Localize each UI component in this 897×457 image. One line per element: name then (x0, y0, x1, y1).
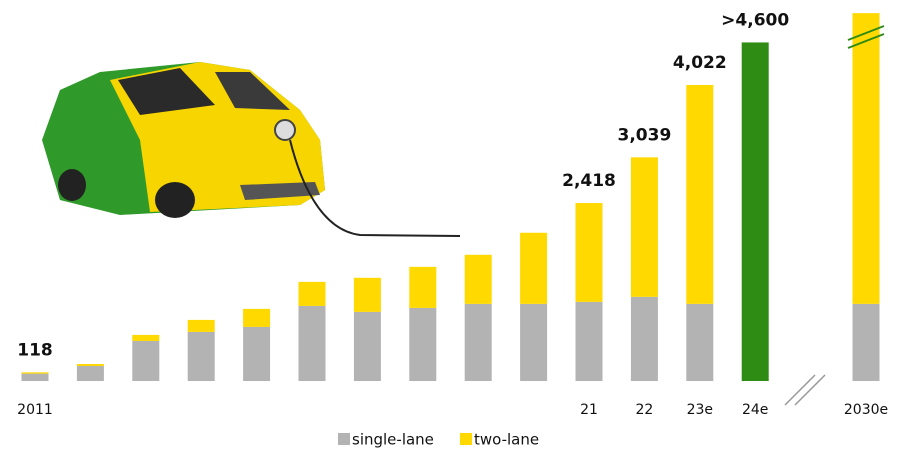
bar-segment (188, 320, 215, 332)
bar-segment (77, 366, 104, 381)
legend-label: single-lane (352, 431, 434, 449)
bar-segment (132, 341, 159, 381)
value-label: 118 (17, 340, 53, 360)
legend: single-lane two-lane (338, 431, 539, 449)
bar-segment (520, 304, 547, 381)
value-label: >4,600 (721, 10, 789, 30)
x-tick-label: 24e (742, 402, 768, 418)
bar-segment (576, 302, 603, 381)
bar-total (742, 42, 769, 381)
bar-segment (576, 203, 603, 302)
bar-segment (243, 309, 270, 327)
value-label: 2,418 (562, 171, 616, 191)
bar-segment (354, 312, 381, 381)
bar-segment (243, 327, 270, 381)
bar-segment (853, 304, 880, 381)
bar-segment (465, 304, 492, 381)
bar-segment (631, 157, 658, 297)
bar-segment (409, 308, 436, 381)
bar-segment (409, 267, 436, 308)
legend-swatch (338, 433, 350, 445)
van-illustration (42, 62, 460, 236)
bar-segment (354, 278, 381, 312)
x-tick-label: 22 (635, 402, 653, 418)
legend-swatch (460, 433, 472, 445)
bar-segment (520, 233, 547, 304)
bar-segment (686, 304, 713, 381)
value-label: 3,039 (618, 125, 672, 145)
bar-segment (631, 297, 658, 381)
x-tick-label: 2011 (17, 402, 53, 418)
bar-segment (22, 374, 49, 381)
bar-segment (853, 13, 880, 304)
axis-break (785, 375, 825, 405)
bar-segment (22, 372, 49, 373)
value-label: 4,022 (673, 53, 727, 73)
bar-segment (686, 85, 713, 304)
x-tick-label: 23e (687, 402, 713, 418)
bar-segment (132, 335, 159, 341)
bar-segment (299, 306, 326, 381)
bar-segment (188, 332, 215, 381)
x-tick-label: 21 (580, 402, 598, 418)
chart: single-lane two-lane 2011 118 21 2,418 22 3,03… (0, 0, 897, 457)
bar-segment (77, 364, 104, 366)
x-tick-label: 2030e (844, 402, 888, 418)
legend-label: two-lane (474, 431, 539, 449)
bar-segment (299, 282, 326, 306)
bar-segment (465, 255, 492, 304)
